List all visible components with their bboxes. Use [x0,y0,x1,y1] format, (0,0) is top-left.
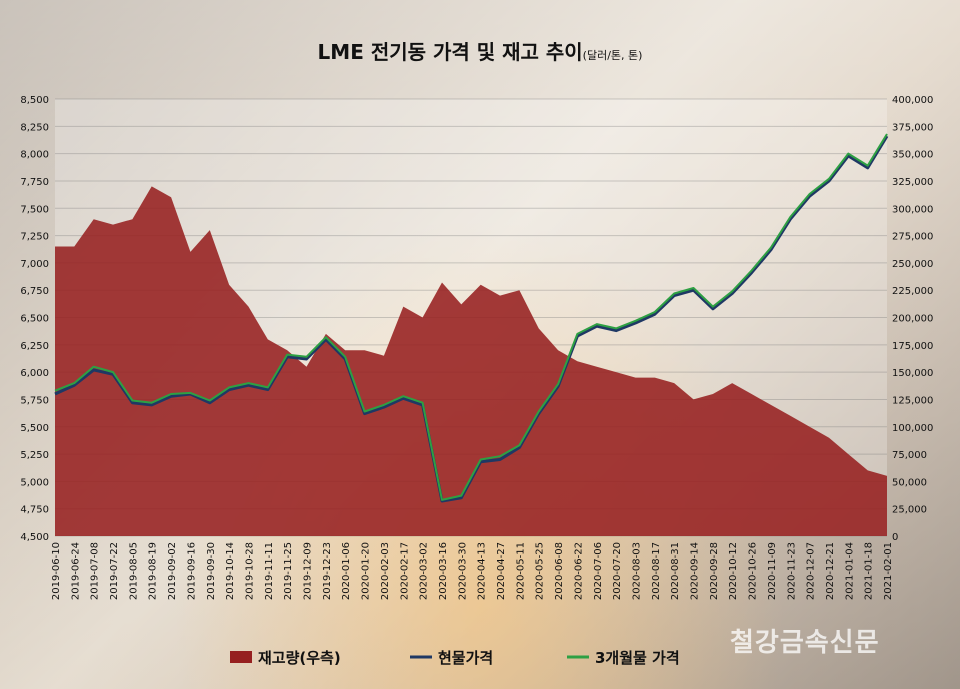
legend-label: 3개월물 가격 [595,649,680,667]
x-tick-label: 2021-01-04 [844,542,855,600]
x-tick-label: 2021-02-01 [883,542,894,600]
y-left-tick-label: 5,500 [20,423,49,434]
series-line-spot [54,135,889,503]
y-right-tick-label: 400,000 [892,95,933,106]
y-right-tick-label: 50,000 [892,477,927,488]
y-right-tick-label: 375,000 [892,122,933,133]
x-tick-label: 2019-10-28 [244,542,255,600]
x-tick-label: 2020-05-25 [535,542,546,600]
x-tick-label: 2019-09-02 [167,542,178,600]
x-tick-label: 2019-07-08 [90,542,101,600]
x-tick-label: 2020-01-20 [361,542,372,600]
y-right-tick-label: 0 [892,532,898,543]
y-right-tick-label: 175,000 [892,341,933,352]
x-tick-label: 2020-02-17 [399,542,410,600]
x-tick-label: 2019-06-24 [70,542,81,600]
y-left-tick-label: 5,750 [20,395,49,406]
x-tick-label: 2020-10-12 [728,542,739,600]
y-right-tick-label: 100,000 [892,423,933,434]
series-stock-area [55,186,887,536]
y-left-tick-label: 7,500 [20,204,49,215]
x-tick-label: 2019-10-14 [225,542,236,600]
x-tick-label: 2020-03-16 [438,542,449,600]
y-left-tick-label: 7,750 [20,177,49,188]
y-left-tick-label: 6,750 [20,286,49,297]
x-tick-label: 2020-04-27 [496,542,507,600]
y-right-tick-label: 275,000 [892,232,933,243]
y-left-tick-label: 6,250 [20,341,49,352]
x-tick-label: 2020-07-06 [593,542,604,600]
y-left-tick-label: 5,250 [20,450,49,461]
x-tick-label: 2020-03-30 [457,542,468,600]
x-tick-label: 2019-07-22 [109,542,120,600]
y-left-tick-label: 5,000 [20,477,49,488]
x-tick-label: 2019-12-23 [322,542,333,600]
x-tick-label: 2019-11-25 [283,542,294,600]
x-tick-label: 2019-11-11 [264,542,275,600]
chart-title-main: LME 전기동 가격 및 재고 추이 [317,40,583,64]
x-tick-label: 2020-06-08 [554,542,565,600]
x-tick-label: 2020-08-17 [651,542,662,600]
y-left-tick-label: 6,000 [20,368,49,379]
y-left-tick-label: 7,250 [20,232,49,243]
y-left-tick-label: 4,500 [20,532,49,543]
x-tick-label: 2019-12-09 [303,542,314,600]
x-tick-label: 2020-09-28 [709,542,720,600]
chart-title-unit: (달러/톤, 톤) [582,49,643,62]
y-right-tick-label: 75,000 [892,450,927,461]
y-left-tick-label: 8,250 [20,122,49,133]
y-left-tick-label: 6,500 [20,314,49,325]
x-tick-label: 2019-09-16 [186,542,197,600]
x-tick-label: 2020-08-03 [631,542,642,600]
x-tick-label: 2019-06-10 [51,542,62,600]
y-right-tick-label: 300,000 [892,204,933,215]
y-left-tick-label: 4,750 [20,505,49,516]
x-tick-label: 2020-11-09 [767,542,778,600]
chart-title: LME 전기동 가격 및 재고 추이(달러/톤, 톤) [0,36,960,65]
x-tick-label: 2020-11-23 [786,542,797,600]
y-right-tick-label: 350,000 [892,150,933,161]
watermark: 철강금속신문 [730,628,880,658]
y-right-tick-label: 250,000 [892,259,933,270]
legend-swatch-stock [230,651,252,663]
y-right-tick-label: 225,000 [892,286,933,297]
x-tick-label: 2020-01-06 [341,542,352,600]
x-tick-label: 2021-01-18 [864,542,875,600]
x-tick-label: 2020-10-26 [748,542,759,600]
x-tick-label: 2020-09-14 [690,542,701,600]
x-tick-label: 2020-02-03 [380,542,391,600]
x-tick-label: 2019-08-19 [148,542,159,600]
y-right-tick-label: 25,000 [892,505,927,516]
x-tick-label: 2019-08-05 [128,542,139,600]
legend-label: 현물가격 [438,649,493,667]
y-right-tick-label: 125,000 [892,395,933,406]
y-right-tick-label: 150,000 [892,368,933,379]
series-line-3m [54,133,888,501]
y-right-tick-label: 200,000 [892,314,933,325]
x-tick-label: 2020-08-31 [670,542,681,600]
x-tick-label: 2019-09-30 [206,542,217,600]
x-tick-label: 2020-06-22 [573,542,584,600]
y-left-tick-label: 8,000 [20,150,49,161]
y-right-tick-label: 325,000 [892,177,933,188]
x-tick-label: 2020-03-02 [419,542,430,600]
x-tick-label: 2020-12-21 [825,542,836,600]
legend-label: 재고량(우측) [258,649,341,667]
x-tick-label: 2020-05-11 [515,542,526,600]
x-tick-label: 2020-04-13 [477,542,488,600]
y-left-tick-label: 8,500 [20,95,49,106]
x-tick-label: 2020-12-07 [806,542,817,600]
y-left-tick-label: 7,000 [20,259,49,270]
x-tick-label: 2020-07-20 [612,542,623,600]
